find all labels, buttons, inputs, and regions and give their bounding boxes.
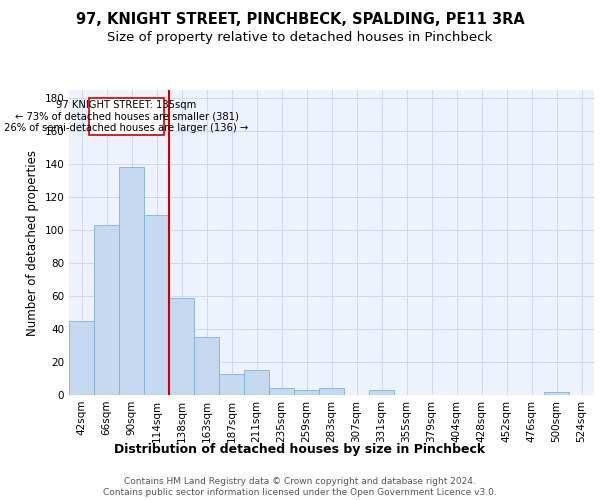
Bar [144, 216, 169, 395]
Bar [269, 388, 294, 395]
Text: 97, KNIGHT STREET, PINCHBECK, SPALDING, PE11 3RA: 97, KNIGHT STREET, PINCHBECK, SPALDING, … [76, 12, 524, 28]
Bar [169, 298, 194, 395]
Bar [69, 321, 94, 395]
Text: Size of property relative to detached houses in Pinchbeck: Size of property relative to detached ho… [107, 31, 493, 44]
Bar [544, 392, 569, 395]
Text: Contains HM Land Registry data © Crown copyright and database right 2024.
Contai: Contains HM Land Registry data © Crown c… [103, 478, 497, 497]
Bar [319, 388, 344, 395]
Text: 97 KNIGHT STREET: 135sqm
← 73% of detached houses are smaller (381)
26% of semi-: 97 KNIGHT STREET: 135sqm ← 73% of detach… [4, 100, 248, 133]
Bar [244, 370, 269, 395]
Bar [369, 390, 394, 395]
Bar [94, 225, 119, 395]
Text: Distribution of detached houses by size in Pinchbeck: Distribution of detached houses by size … [115, 442, 485, 456]
Bar [89, 98, 164, 134]
Bar [219, 374, 244, 395]
Y-axis label: Number of detached properties: Number of detached properties [26, 150, 39, 336]
Bar [119, 168, 144, 395]
Bar [194, 338, 219, 395]
Bar [294, 390, 319, 395]
